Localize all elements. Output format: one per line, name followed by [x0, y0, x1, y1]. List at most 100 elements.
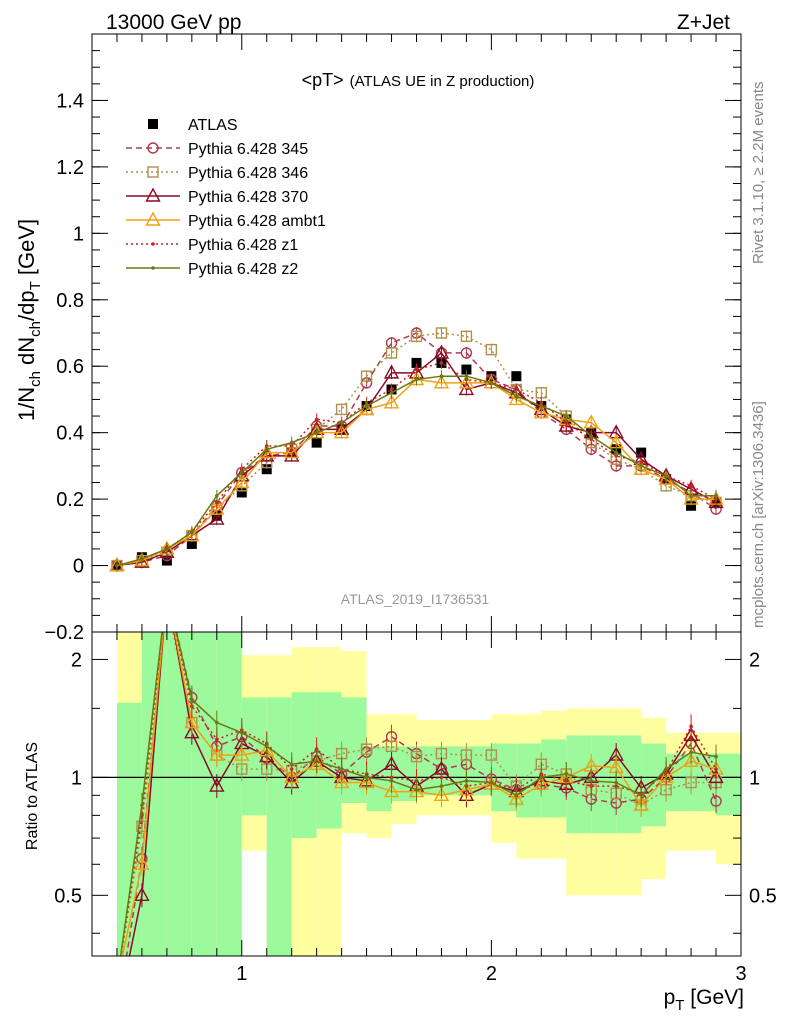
legend-marker	[145, 187, 161, 202]
uncertainty-bands	[116, 632, 741, 956]
data-point	[439, 374, 444, 378]
ratio-y-tick-label-right: 2	[749, 649, 760, 671]
data-point	[664, 474, 668, 478]
legend-marker	[147, 142, 159, 154]
data-point	[714, 493, 718, 498]
header-right: Z+Jet	[677, 11, 730, 34]
data-point	[489, 381, 494, 385]
data-point	[589, 434, 594, 438]
data-point	[236, 487, 247, 498]
y-tick-label: 0.4	[56, 423, 84, 445]
data-point	[460, 330, 473, 343]
data-point	[339, 420, 344, 425]
ratio-y-tick-label: 1	[71, 767, 82, 789]
ratio-y-tick-label: 2	[71, 649, 82, 671]
ratio-point	[112, 977, 122, 987]
x-tick-label: 3	[735, 963, 746, 985]
y-tick-label: 1.2	[56, 157, 84, 179]
ratio-point	[710, 795, 722, 807]
data-point	[264, 447, 269, 452]
data-point	[539, 404, 544, 408]
ratio-point	[714, 754, 718, 759]
data-point	[464, 374, 469, 378]
legend-marker	[147, 166, 159, 178]
data-point	[314, 430, 319, 435]
x-axis-label: pT [GeV]	[664, 986, 744, 1014]
chart-title-main: <pT>	[302, 70, 344, 90]
ratio-point	[433, 786, 450, 802]
data-point	[708, 493, 724, 509]
mcplots-label: mcplots.cern.ch [arXiv:1306.3436]	[750, 401, 767, 628]
legend-marker	[145, 211, 161, 226]
ratio-point	[360, 743, 373, 755]
legend-item: Pythia 6.428 z2	[126, 261, 298, 278]
ratio-point	[160, 583, 173, 595]
data-point	[289, 440, 294, 445]
data-point	[508, 390, 525, 406]
ratio-point	[115, 980, 119, 984]
ratio-point	[383, 783, 400, 798]
data-point	[165, 547, 169, 551]
ratio-point	[614, 780, 618, 785]
data-point	[284, 447, 300, 462]
data-point	[186, 538, 197, 549]
data-point	[239, 470, 244, 475]
ratio-point	[215, 737, 219, 742]
data-point	[411, 357, 422, 368]
data-point	[461, 364, 472, 375]
ratio-point	[165, 589, 169, 593]
ratio-point	[564, 772, 569, 776]
legend-item: Pythia 6.428 z1	[126, 237, 298, 254]
legend-item: Pythia 6.428 ambt1	[126, 211, 326, 230]
ratio-point	[489, 780, 494, 785]
ratio-point	[134, 855, 150, 870]
series-line	[116, 362, 717, 567]
legend-item: Pythia 6.428 346	[126, 165, 308, 182]
series-5	[115, 356, 718, 572]
data-point	[215, 493, 219, 498]
data-point	[639, 464, 643, 468]
ratio-point	[289, 762, 294, 767]
data-point	[683, 490, 699, 505]
band-green	[466, 746, 492, 796]
series-line	[116, 378, 717, 567]
series-6	[115, 370, 718, 572]
data-point	[633, 460, 649, 475]
ratio-point	[140, 803, 144, 807]
ratio-point	[190, 697, 194, 702]
ratio-point	[162, 597, 172, 607]
legend-label: Pythia 6.428 z1	[188, 237, 298, 254]
data-point	[689, 493, 693, 498]
data-point	[284, 444, 300, 459]
legend-label: Pythia 6.428 ambt1	[188, 213, 326, 230]
data-point	[485, 343, 498, 356]
ratio-point	[160, 583, 173, 595]
data-point	[686, 500, 697, 511]
ratio-point	[689, 750, 693, 754]
band-green	[166, 632, 192, 956]
legend-marker	[151, 266, 155, 270]
data-point	[439, 361, 444, 365]
chart-title: <pT> (ATLAS UE in Z production)	[302, 70, 535, 90]
ratio-point	[514, 793, 519, 798]
ratio-point	[165, 589, 169, 593]
ratio-point	[284, 768, 300, 784]
ratio-point	[633, 796, 649, 811]
data-point	[385, 347, 398, 359]
ratio-point	[215, 720, 219, 725]
rivet-label: Rivet 3.1.10, ≥ 2.2M events	[750, 82, 767, 265]
ratio-point	[539, 775, 544, 780]
ratio-point	[439, 784, 444, 788]
band-green	[266, 697, 292, 956]
legend-label: Pythia 6.428 346	[188, 165, 308, 182]
ratio-point	[460, 749, 473, 761]
ratio-point	[664, 767, 668, 771]
ratio-point	[134, 886, 150, 902]
ratio-point	[209, 777, 225, 792]
data-point	[234, 474, 250, 489]
ratio-point	[314, 759, 319, 763]
data-point	[514, 394, 519, 398]
data-point	[209, 510, 225, 525]
ratio-point	[234, 746, 250, 761]
data-point	[533, 404, 549, 419]
